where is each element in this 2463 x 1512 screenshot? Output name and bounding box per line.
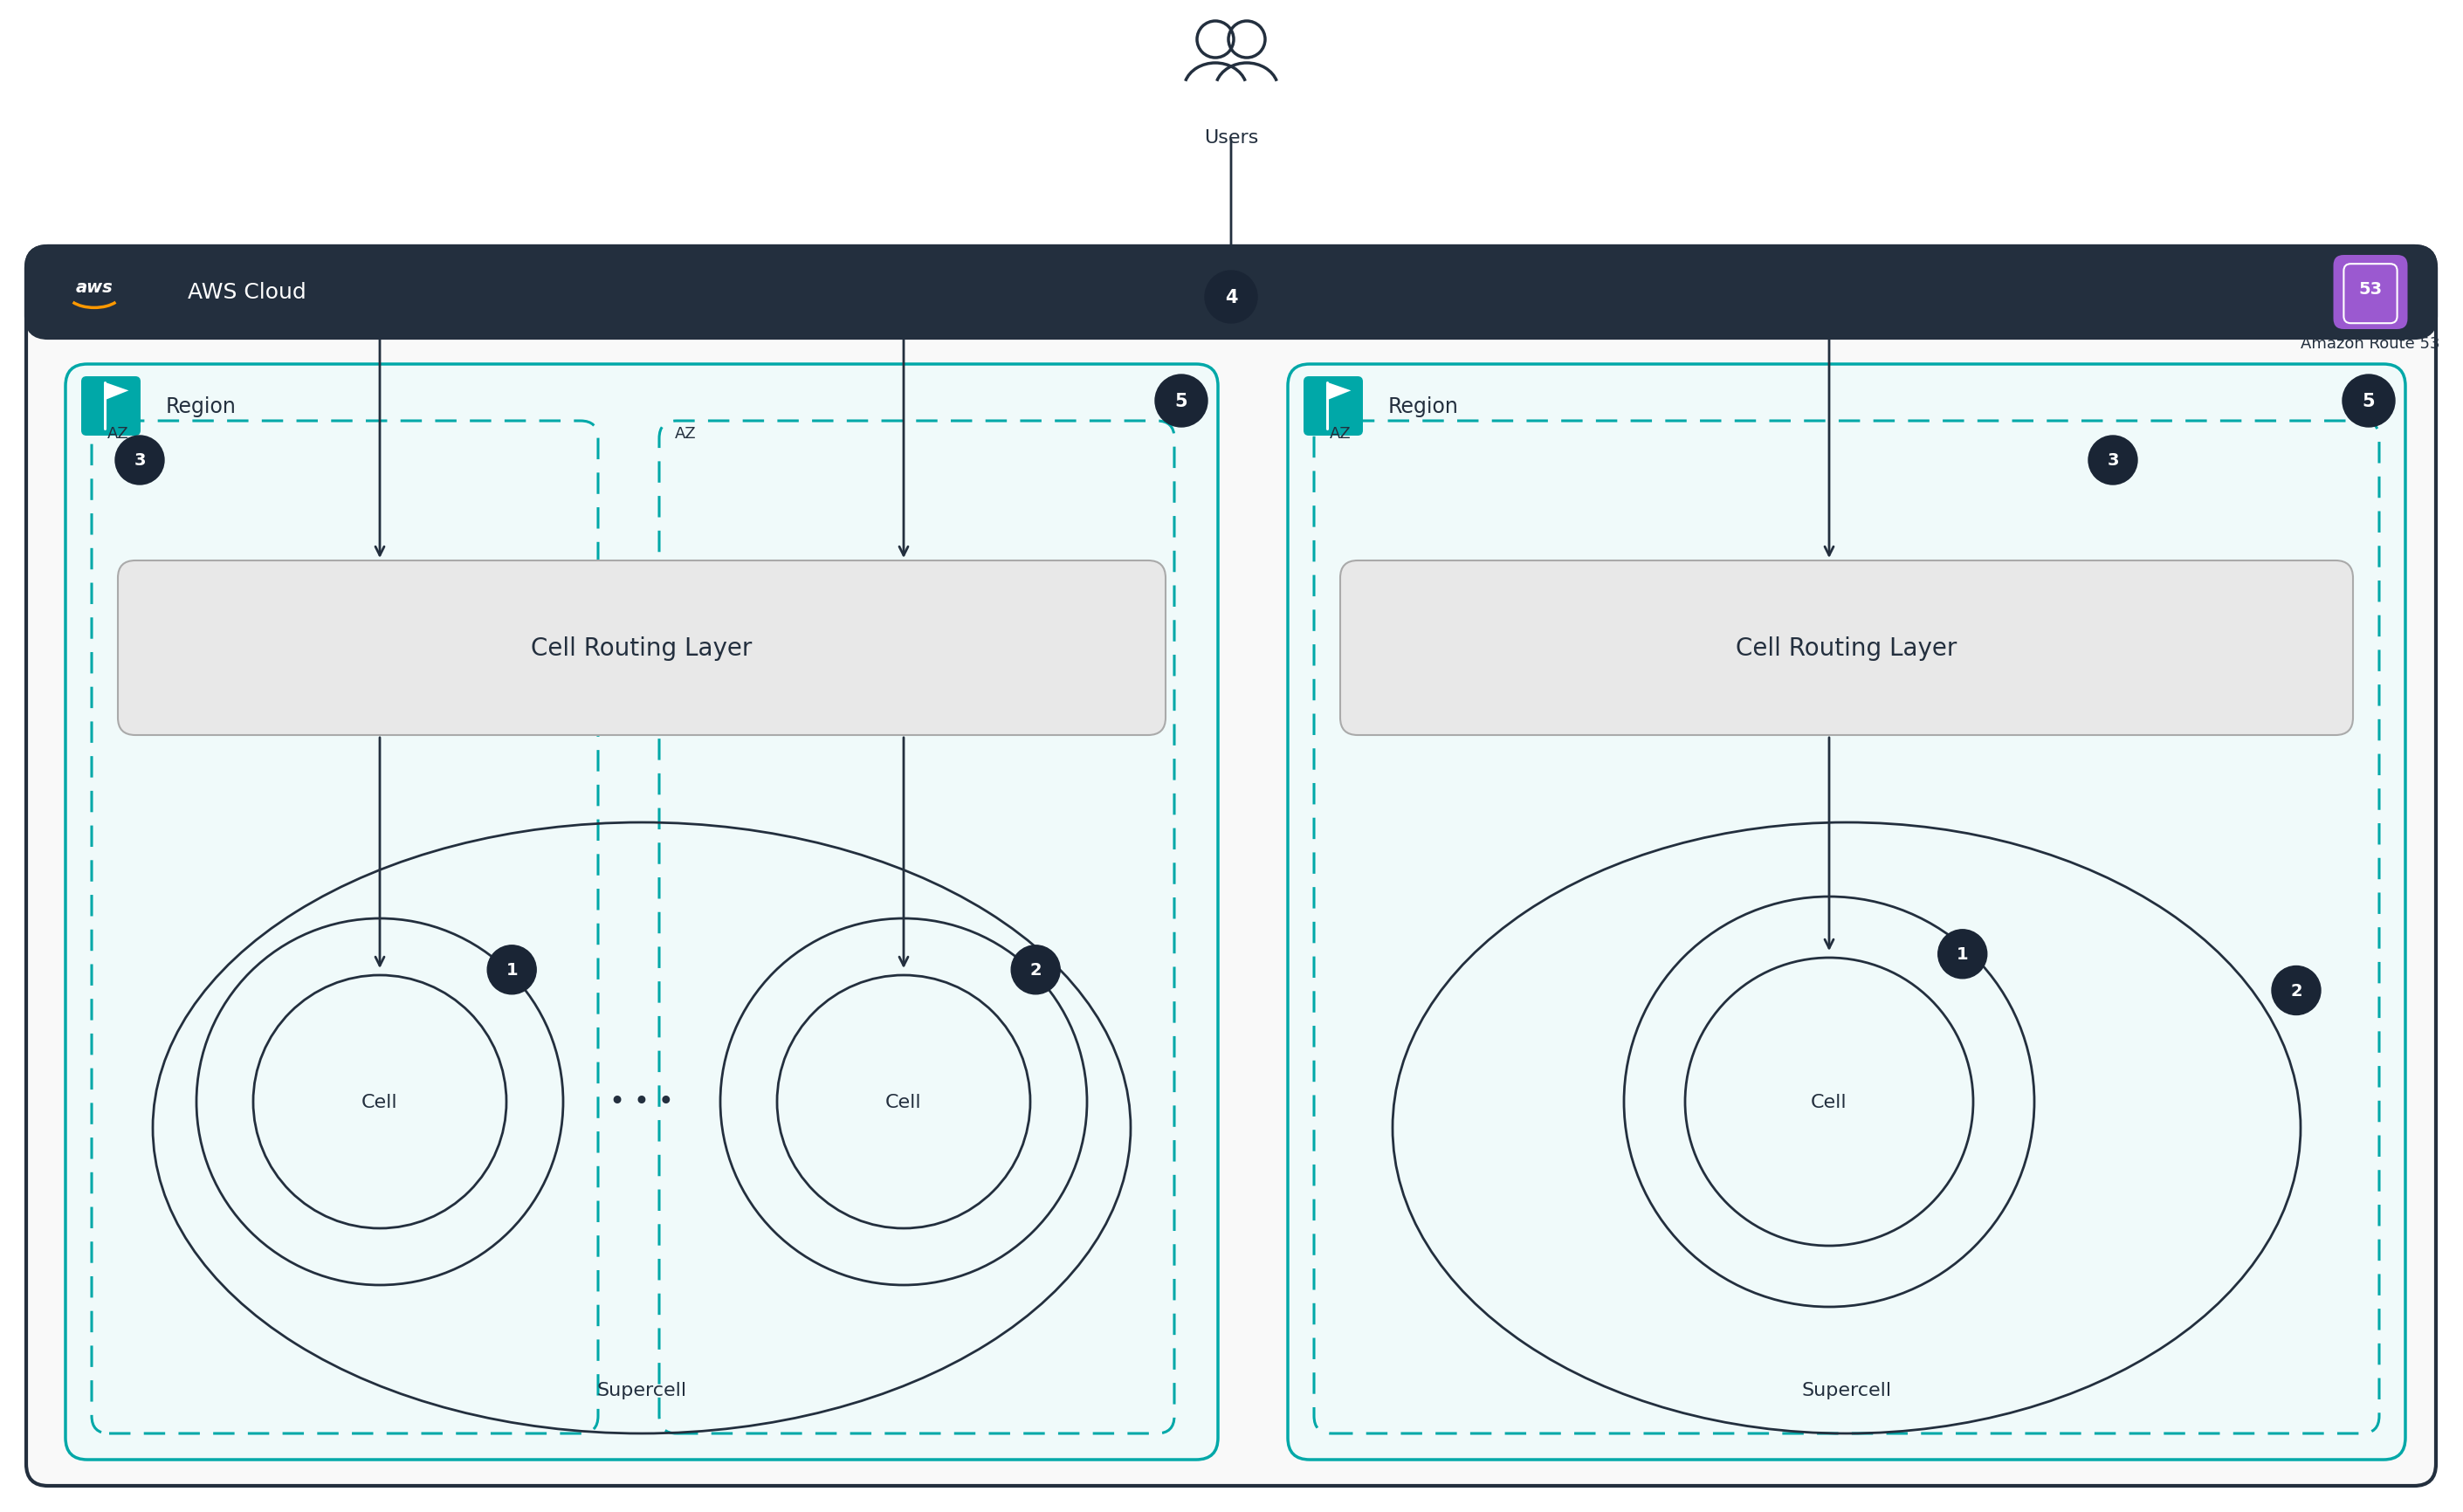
Circle shape bbox=[1155, 375, 1207, 428]
FancyBboxPatch shape bbox=[27, 246, 2436, 339]
Circle shape bbox=[2271, 966, 2320, 1015]
Text: Region: Region bbox=[1389, 396, 1458, 417]
Polygon shape bbox=[106, 383, 128, 401]
Text: 5: 5 bbox=[1175, 393, 1187, 410]
Text: 2: 2 bbox=[2291, 983, 2303, 999]
Circle shape bbox=[2342, 375, 2394, 428]
Text: Cell: Cell bbox=[887, 1093, 921, 1111]
Circle shape bbox=[1204, 271, 1256, 324]
Text: Amazon Route 53: Amazon Route 53 bbox=[2300, 336, 2441, 351]
Circle shape bbox=[488, 945, 537, 995]
Text: AZ: AZ bbox=[1330, 426, 1352, 442]
FancyBboxPatch shape bbox=[27, 246, 2436, 1486]
FancyBboxPatch shape bbox=[59, 269, 131, 316]
FancyBboxPatch shape bbox=[1288, 364, 2406, 1459]
Text: 5: 5 bbox=[2362, 393, 2374, 410]
FancyBboxPatch shape bbox=[67, 364, 1219, 1459]
Text: Supercell: Supercell bbox=[1800, 1380, 1892, 1399]
Circle shape bbox=[1012, 945, 1059, 995]
Text: 3: 3 bbox=[2106, 452, 2118, 469]
Text: 53: 53 bbox=[2360, 281, 2382, 298]
FancyBboxPatch shape bbox=[2332, 256, 2406, 330]
Text: AZ: AZ bbox=[675, 426, 697, 442]
Polygon shape bbox=[1328, 383, 1352, 401]
FancyBboxPatch shape bbox=[1303, 376, 1362, 437]
Text: Cell: Cell bbox=[1810, 1093, 1847, 1111]
Text: Cell: Cell bbox=[362, 1093, 399, 1111]
Text: • • •: • • • bbox=[608, 1089, 675, 1114]
Text: 1: 1 bbox=[1956, 947, 1968, 963]
Circle shape bbox=[2089, 437, 2138, 485]
Text: 3: 3 bbox=[133, 452, 145, 469]
Text: Cell Routing Layer: Cell Routing Layer bbox=[532, 637, 751, 661]
FancyBboxPatch shape bbox=[118, 561, 1165, 735]
Circle shape bbox=[1938, 930, 1988, 978]
FancyBboxPatch shape bbox=[81, 376, 140, 437]
Text: Supercell: Supercell bbox=[596, 1380, 687, 1399]
Text: 2: 2 bbox=[1030, 962, 1042, 978]
Text: AWS Cloud: AWS Cloud bbox=[187, 283, 305, 304]
Text: Cell Routing Layer: Cell Routing Layer bbox=[1736, 637, 1958, 661]
Text: Region: Region bbox=[165, 396, 236, 417]
FancyBboxPatch shape bbox=[1340, 561, 2352, 735]
Text: aws: aws bbox=[76, 280, 113, 296]
Circle shape bbox=[116, 437, 165, 485]
Text: Users: Users bbox=[1204, 129, 1259, 147]
Text: 1: 1 bbox=[505, 962, 517, 978]
Text: AZ: AZ bbox=[108, 426, 128, 442]
Text: 4: 4 bbox=[1224, 289, 1236, 307]
